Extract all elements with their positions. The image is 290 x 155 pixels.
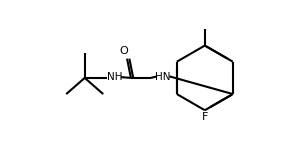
Text: O: O bbox=[119, 46, 128, 56]
Text: HN: HN bbox=[155, 72, 170, 82]
Text: F: F bbox=[202, 112, 208, 122]
Text: NH: NH bbox=[107, 72, 122, 82]
